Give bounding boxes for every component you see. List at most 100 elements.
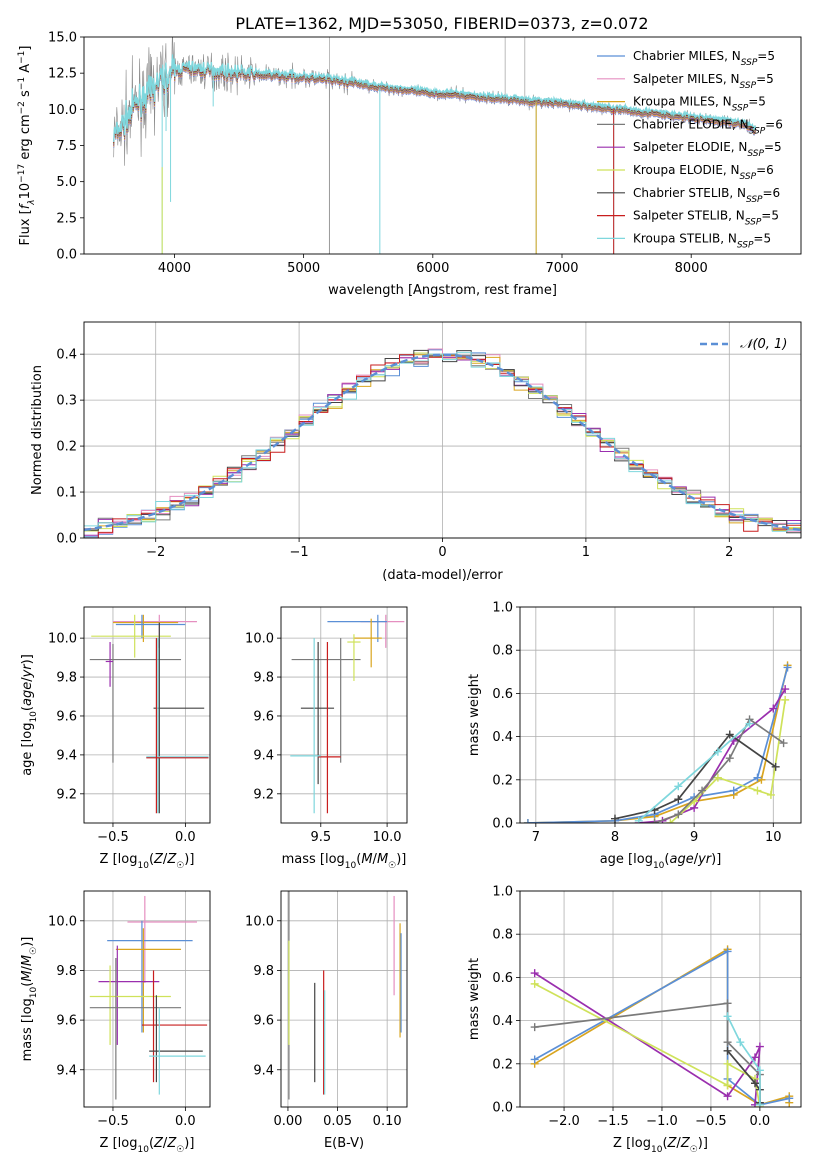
legend-entry: Kroupa STELIB, NSSP=5 — [633, 231, 771, 250]
residuals-frame — [83, 321, 802, 539]
series-marker — [755, 1066, 764, 1075]
y-tick-label: 0.3 — [56, 394, 77, 409]
x-axis-label: E(B-V) — [324, 1136, 364, 1151]
spectrum-axes: 4000 5000 6000 7000 8000 0.0 2.5 5.0 7.5 10.0 12.5… — [48, 31, 708, 277]
legend-entry: Salpeter MILES, NSSP=5 — [633, 72, 774, 91]
series-marker — [723, 1012, 732, 1021]
legend-entry: Salpeter STELIB, NSSP=5 — [633, 209, 779, 228]
x-tick-label: 7000 — [545, 261, 578, 276]
y-tick-label: 9.8 — [56, 671, 77, 686]
x-axis-label: wavelength [Angstrom, rest frame] — [328, 283, 557, 298]
y-tick-label: 0.4 — [56, 348, 77, 363]
weight_vs_z-axes: −2.0 −1.5 −1.0 −0.5 0.0 0.0 0.2 0.4 0.6 0.8 1.0 — [492, 885, 801, 1129]
series-line — [527, 667, 789, 823]
y-tick-label: 9.6 — [56, 709, 77, 724]
residuals-legend: 𝒩(0, 1) — [700, 337, 787, 352]
x-tick-label: 10.0 — [373, 830, 402, 845]
series-marker — [723, 1059, 732, 1068]
x-tick-label: −1.0 — [646, 1114, 678, 1129]
age_vs_mass-frame — [280, 606, 408, 824]
series-marker — [766, 790, 775, 799]
series-marker — [723, 1038, 732, 1047]
series-marker — [723, 999, 732, 1008]
series-marker — [723, 947, 732, 956]
x-tick-label: 8000 — [675, 261, 708, 276]
age_vs_z-frame — [83, 606, 211, 824]
x-tick-label: 0.0 — [750, 1114, 771, 1129]
spectrum-lines — [113, 37, 757, 254]
series-marker — [745, 719, 754, 728]
y-tick-label: 9.4 — [56, 1063, 77, 1078]
x-tick-label: −0.5 — [97, 830, 129, 845]
series-marker — [781, 685, 790, 694]
y-tick-label: 0.0 — [56, 532, 77, 547]
series-marker — [530, 1023, 539, 1032]
series-marker — [723, 1092, 732, 1101]
normal-curve — [84, 353, 801, 532]
age_vs_z-axes: −0.5 0.0 9.2 9.4 9.6 9.8 10.0 — [48, 607, 210, 845]
series-marker — [713, 773, 722, 782]
x-tick-label: −0.5 — [97, 1114, 129, 1129]
y-axis-label: age [log10(age/yr)] — [20, 654, 39, 776]
x-tick-label: 0.05 — [323, 1114, 352, 1129]
series-marker — [783, 663, 792, 672]
series-marker — [650, 819, 659, 823]
y-axis-label: mass weight — [467, 674, 482, 756]
series-marker — [666, 819, 675, 823]
y-tick-label: 12.5 — [48, 67, 77, 82]
legend-entry: Kroupa MILES, NSSP=5 — [633, 95, 766, 114]
spectrum-legend: Chabrier MILES, NSSP=5 Salpeter MILES, NS… — [597, 49, 783, 250]
x-tick-label: −1 — [290, 545, 309, 560]
y-tick-label: 9.8 — [253, 964, 274, 979]
y-tick-label: 9.2 — [253, 787, 274, 802]
x-tick-label: 0.10 — [373, 1114, 402, 1129]
y-tick-label: 0.0 — [492, 817, 513, 832]
series-marker — [753, 773, 762, 782]
y-tick-label: 0.2 — [492, 1057, 513, 1072]
series-marker — [698, 786, 707, 795]
series-marker — [725, 754, 734, 763]
mass_vs_z-errorbars — [89, 895, 208, 1100]
y-tick-label: 0.2 — [492, 773, 513, 788]
y-tick-label: 0.8 — [492, 644, 513, 659]
y-tick-label: 9.6 — [253, 1014, 274, 1029]
y-tick-label: 9.8 — [253, 671, 274, 686]
series-marker — [530, 979, 539, 988]
y-tick-label: 1.0 — [492, 601, 513, 616]
x-tick-label: −2.0 — [548, 1114, 580, 1129]
y-axis-label: mass weight — [467, 958, 482, 1040]
model-spectrum-kroupa_stelib — [113, 54, 757, 143]
series-marker — [729, 786, 738, 795]
x-tick-label: 0 — [438, 545, 446, 560]
y-tick-label: 9.4 — [253, 1063, 274, 1078]
y-tick-label: 0.4 — [492, 730, 513, 745]
series-line — [726, 1015, 761, 1105]
series-marker — [530, 969, 539, 978]
x-tick-label: 7 — [532, 830, 540, 845]
age_vs_mass-axes: 9.5 10.0 9.2 9.4 9.6 9.8 10.0 — [245, 607, 407, 845]
series-marker — [713, 747, 722, 756]
legend-entry: Chabrier ELODIE, NSSP=6 — [633, 117, 783, 136]
y-tick-label: 0.0 — [492, 1101, 513, 1116]
mass_vs_ebv-axes: 0.00 0.05 0.10 9.4 9.6 9.8 10.0 — [245, 891, 407, 1129]
weight_vs_age-frame — [519, 606, 802, 824]
y-tick-label: 0.4 — [492, 1014, 513, 1029]
y-tick-label: 9.8 — [56, 964, 77, 979]
series-marker — [725, 730, 734, 739]
weight_vs_z-series — [530, 945, 794, 1107]
y-axis-label: Normed distribution — [30, 365, 45, 495]
age_vs_mass-errorbars — [290, 614, 405, 814]
ebv-frame — [280, 890, 408, 1108]
x-axis-label: Z [log10(Z/Z☉)] — [613, 1136, 708, 1155]
y-tick-label: 0.0 — [56, 248, 77, 263]
x-tick-label: 9.5 — [310, 830, 331, 845]
mass_vs_z-axes: −0.5 0.0 9.4 9.6 9.8 10.0 — [48, 891, 210, 1129]
series-marker — [755, 1100, 764, 1107]
x-tick-label: −1.5 — [597, 1114, 629, 1129]
x-axis-label: age [log10(age/yr)] — [600, 852, 722, 871]
series-marker — [674, 810, 683, 819]
x-tick-label: 4000 — [158, 261, 191, 276]
y-tick-label: 7.5 — [56, 139, 77, 154]
y-tick-label: 0.6 — [492, 687, 513, 702]
